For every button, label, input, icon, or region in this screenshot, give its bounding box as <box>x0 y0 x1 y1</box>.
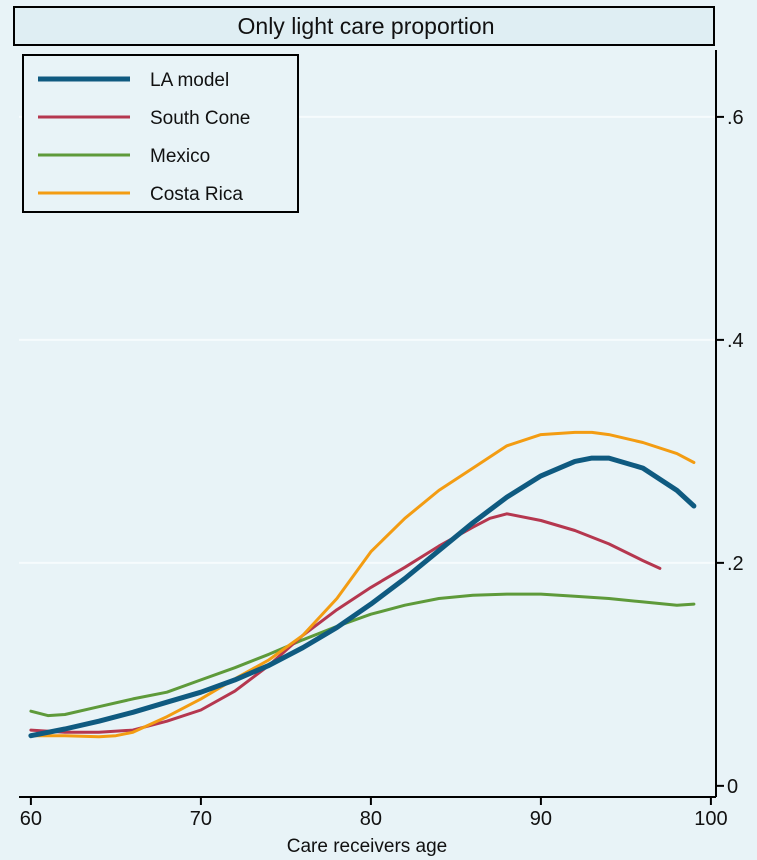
y-tick-label: .6 <box>727 107 744 129</box>
chart-title: Only light care proportion <box>238 13 495 39</box>
title-box <box>13 6 715 46</box>
series-lines <box>28 430 697 739</box>
y-ticks: 0 .2 .4 .6 <box>716 107 744 798</box>
legend-label: LA model <box>150 70 229 91</box>
series-line-costa-rica <box>29 430 696 739</box>
y-tick-label: .2 <box>727 553 744 575</box>
x-tick-label: 90 <box>530 808 552 830</box>
y-tick-label: 0 <box>727 776 738 798</box>
x-tick-label: 100 <box>694 808 727 830</box>
title-band: Only light care proportion <box>13 6 715 46</box>
series-line-la-model <box>28 455 697 739</box>
legend: LA model South Cone Mexico Costa Rica <box>22 54 299 213</box>
x-tick-label: 80 <box>360 808 382 830</box>
y-tick-label: .4 <box>727 330 744 352</box>
legend-label: South Cone <box>150 108 250 129</box>
legend-label: Mexico <box>150 146 210 167</box>
legend-label: Costa Rica <box>150 184 243 205</box>
x-axis-label: Care receivers age <box>287 836 448 857</box>
x-tick-label: 60 <box>20 808 42 830</box>
x-tick-label: 70 <box>190 808 212 830</box>
x-ticks: 60 70 80 90 100 <box>20 797 728 830</box>
axes <box>19 50 717 798</box>
series-line-mexico <box>29 592 696 718</box>
